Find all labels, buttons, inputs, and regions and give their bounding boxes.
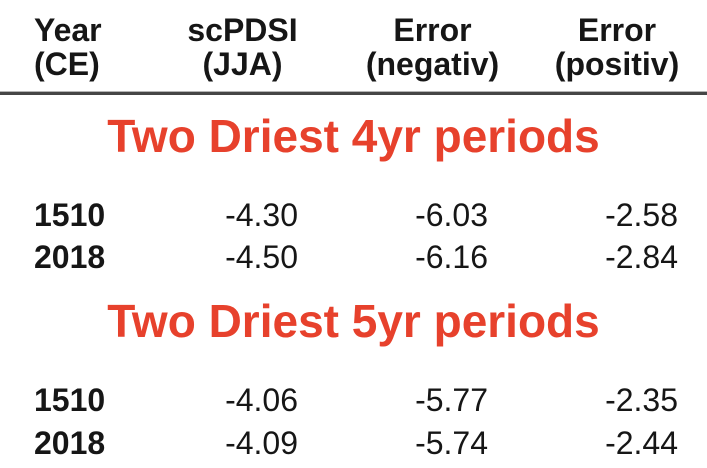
section-driest-5yr: Two Driest 5yr periods 1510 -4.06 -5.77 … <box>0 296 707 461</box>
row-error-neg: -5.74 <box>415 425 488 461</box>
col-header-error-positiv: Error (positiv) <box>550 13 707 81</box>
row-year: 1510 <box>34 382 106 418</box>
col-header-error-negativ: Error (negativ) <box>315 13 550 81</box>
table-row: 1510 -4.30 -6.03 -2.58 <box>0 197 707 233</box>
col-header-scpdsi-line2: (JJA) <box>202 46 283 82</box>
table-row: 2018 -4.09 -5.74 -2.44 <box>0 425 707 461</box>
col-header-error-negativ-line1: Error <box>393 12 472 48</box>
row-error-neg: -5.77 <box>415 382 488 418</box>
row-error-pos: -2.84 <box>605 239 678 275</box>
row-year: 2018 <box>34 425 106 461</box>
col-header-error-positiv-line2: (positiv) <box>554 46 680 82</box>
row-scpdsi: -4.30 <box>225 197 298 233</box>
row-error-pos: -2.58 <box>605 197 678 233</box>
section-title-5yr: Two Driest 5yr periods <box>107 295 600 347</box>
table-header: Year (CE) scPDSI (JJA) Error (negativ) E… <box>0 0 707 81</box>
col-header-scpdsi: scPDSI (JJA) <box>170 13 315 81</box>
row-scpdsi: -4.50 <box>225 239 298 275</box>
row-year: 1510 <box>34 197 106 233</box>
section-driest-4yr: Two Driest 4yr periods 1510 -4.30 -6.03 … <box>0 111 707 275</box>
row-error-neg: -6.03 <box>415 197 488 233</box>
row-scpdsi: -4.09 <box>225 425 298 461</box>
section-title-4yr: Two Driest 4yr periods <box>107 110 600 162</box>
row-error-neg: -6.16 <box>415 239 488 275</box>
row-error-pos: -2.44 <box>605 425 678 461</box>
header-divider <box>0 91 707 95</box>
row-error-pos: -2.35 <box>605 382 678 418</box>
row-scpdsi: -4.06 <box>225 382 298 418</box>
col-header-year-line2: (CE) <box>34 46 100 82</box>
col-header-scpdsi-line1: scPDSI <box>187 12 298 48</box>
col-header-year-line1: Year <box>34 12 102 48</box>
col-header-error-positiv-line1: Error <box>577 12 657 48</box>
col-header-error-negativ-line2: (negativ) <box>365 46 500 82</box>
table-row: 2018 -4.50 -6.16 -2.84 <box>0 239 707 275</box>
col-header-year: Year (CE) <box>0 13 170 81</box>
table-row: 1510 -4.06 -5.77 -2.35 <box>0 382 707 418</box>
row-year: 2018 <box>34 239 106 275</box>
